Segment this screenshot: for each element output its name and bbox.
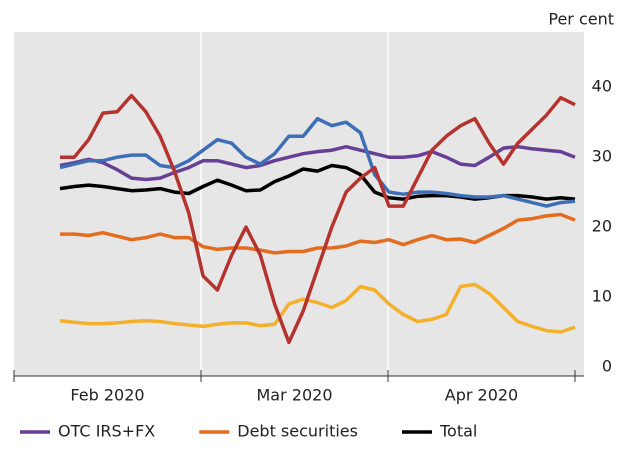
series-line bbox=[59, 144, 576, 182]
y-tick-label: 40 bbox=[592, 77, 612, 96]
y-tick-label: 0 bbox=[602, 356, 612, 375]
y-tick-label: 10 bbox=[592, 286, 612, 305]
legend-label: OTC IRS+FX bbox=[58, 422, 155, 441]
series-line bbox=[59, 116, 576, 208]
x-tick-label: Apr 2020 bbox=[445, 386, 518, 405]
legend-label: Debt securities bbox=[237, 422, 358, 441]
y-tick-label: 20 bbox=[592, 217, 612, 236]
y-axis-label: Per cent bbox=[548, 10, 614, 29]
series-line bbox=[59, 282, 576, 334]
y-tick-label: 30 bbox=[592, 147, 612, 166]
series-line bbox=[60, 93, 576, 345]
legend-label: Total bbox=[439, 422, 477, 441]
x-tick-label: Mar 2020 bbox=[257, 386, 333, 405]
series-line bbox=[60, 212, 576, 255]
x-tick-label: Feb 2020 bbox=[70, 386, 144, 405]
